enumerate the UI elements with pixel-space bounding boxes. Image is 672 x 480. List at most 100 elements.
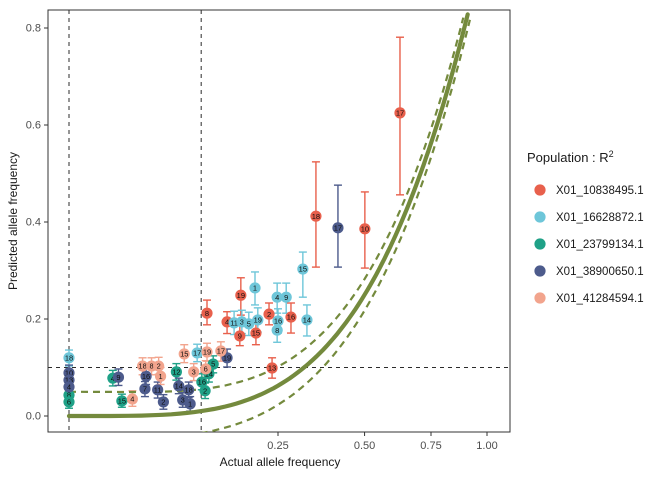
legend-item: X01_41284594.1: [534, 292, 644, 305]
data-point-marker: [140, 370, 152, 382]
data-point: 17: [215, 345, 227, 357]
data-point-label: 14: [205, 369, 213, 378]
data-point-label: 5: [211, 360, 215, 369]
legend-title-superscript: 2: [609, 149, 614, 159]
data-point: 11: [152, 384, 164, 396]
legend-swatch: [534, 292, 546, 304]
data-point-label: 17: [396, 108, 404, 117]
y-tick-label: 0.6: [26, 120, 41, 132]
reference-lines: [48, 10, 510, 432]
data-point-label: 18: [312, 212, 320, 221]
data-point-label: 10: [65, 368, 73, 377]
y-tick-label: 0.0: [26, 411, 41, 423]
data-point-label: 18: [185, 385, 193, 394]
data-point-label: 2: [267, 310, 271, 319]
data-point-marker: [196, 376, 208, 388]
data-point: 1: [184, 398, 196, 410]
data-point-label: 9: [238, 332, 242, 341]
data-point: 3: [188, 366, 200, 378]
data-point: 7: [139, 383, 151, 395]
data-point-label: 19: [254, 316, 262, 325]
legend-item: X01_23799134.1: [534, 238, 644, 251]
confidence-band-upper: [68, 17, 465, 394]
x-axis-ticks: 0.25 0.50 0.75 1.00: [267, 432, 498, 452]
data-point-label: 17: [193, 349, 201, 358]
legend-item: X01_38900650.1: [534, 265, 644, 278]
data-point-marker: [394, 107, 406, 119]
data-point: 17: [394, 107, 406, 119]
data-point: 2: [153, 360, 165, 372]
data-point: 15: [178, 348, 190, 360]
data-point-marker: [310, 210, 322, 222]
data-point-label: 8: [205, 309, 209, 318]
data-point-label: 13: [268, 364, 276, 373]
legend-item: X01_10838495.1: [534, 184, 644, 197]
data-point: 16: [140, 370, 152, 382]
data-point-marker: [215, 345, 227, 357]
data-point: 19: [252, 314, 264, 326]
legend-swatch: [534, 238, 546, 250]
legend-swatch: [534, 211, 546, 223]
data-point-label: 15: [118, 397, 126, 406]
legend-item-label: X01_41284594.1: [556, 293, 644, 305]
data-point-marker: [191, 347, 203, 359]
y-tick-label: 0.4: [26, 217, 41, 229]
data-point: 15: [297, 263, 309, 275]
data-point-label: 6: [204, 365, 208, 374]
data-point-marker: [280, 291, 292, 303]
data-point-marker: [139, 383, 151, 395]
data-point: 13: [266, 362, 278, 374]
data-point-label: 16: [274, 317, 282, 326]
data-point: 18: [183, 384, 195, 396]
data-point: 19: [201, 346, 213, 358]
data-point-label: 4: [225, 318, 229, 327]
data-point: 5: [243, 318, 255, 330]
data-point: 18: [136, 360, 149, 372]
x-tick-label: 0.75: [420, 440, 441, 452]
data-point-label: 5: [247, 319, 251, 328]
data-point: 14: [173, 380, 185, 392]
data-point: 2: [263, 308, 275, 320]
data-point-marker: [199, 385, 211, 397]
data-point-marker: [359, 223, 371, 235]
data-point-marker: [252, 314, 264, 326]
data-point-marker: [263, 308, 275, 320]
data-point-label: 1: [188, 399, 192, 408]
data-point-label: 7: [143, 384, 147, 393]
data-point-marker: [243, 318, 255, 330]
data-point-label: 17: [217, 347, 225, 356]
data-point-label: 1: [253, 284, 257, 293]
x-axis-label: Actual allele frequency: [220, 455, 341, 469]
data-point-marker: [285, 311, 297, 323]
data-point-marker: [271, 291, 283, 303]
data-point: 9: [234, 330, 246, 342]
y-tick-label: 0.8: [26, 23, 41, 35]
data-point: 2: [157, 396, 169, 408]
data-point-label: 1: [158, 372, 162, 381]
legend: Population : R2 X01_10838495.1 X01_166288…: [527, 149, 644, 305]
data-point-marker: [63, 381, 75, 393]
data-point-label: 14: [175, 382, 183, 391]
data-point-label: 16: [142, 372, 150, 381]
data-point-label: 15: [180, 350, 188, 359]
data-point-label: 2: [157, 362, 161, 371]
data-point-marker: [297, 263, 309, 275]
data-point-marker: [235, 289, 247, 301]
data-point-marker: [272, 315, 284, 327]
data-point-label: 15: [252, 329, 260, 338]
legend-item-label: X01_10838495.1: [556, 185, 644, 197]
data-point-label: 2: [203, 386, 207, 395]
data-point-label: 12: [172, 367, 180, 376]
data-point-label: 4: [275, 293, 279, 302]
x-tick-label: 1.00: [476, 440, 497, 452]
data-point: 18: [63, 352, 75, 364]
data-point-marker: [63, 396, 75, 408]
legend-item-label: X01_38900650.1: [556, 266, 644, 278]
data-point-marker: [184, 398, 196, 410]
data-point: 6: [63, 396, 75, 408]
data-point-marker: [200, 363, 212, 375]
data-point-label: 18: [65, 353, 73, 362]
data-point: 19: [235, 289, 247, 301]
data-point: 14: [301, 314, 313, 326]
data-point-label: 14: [303, 316, 311, 325]
